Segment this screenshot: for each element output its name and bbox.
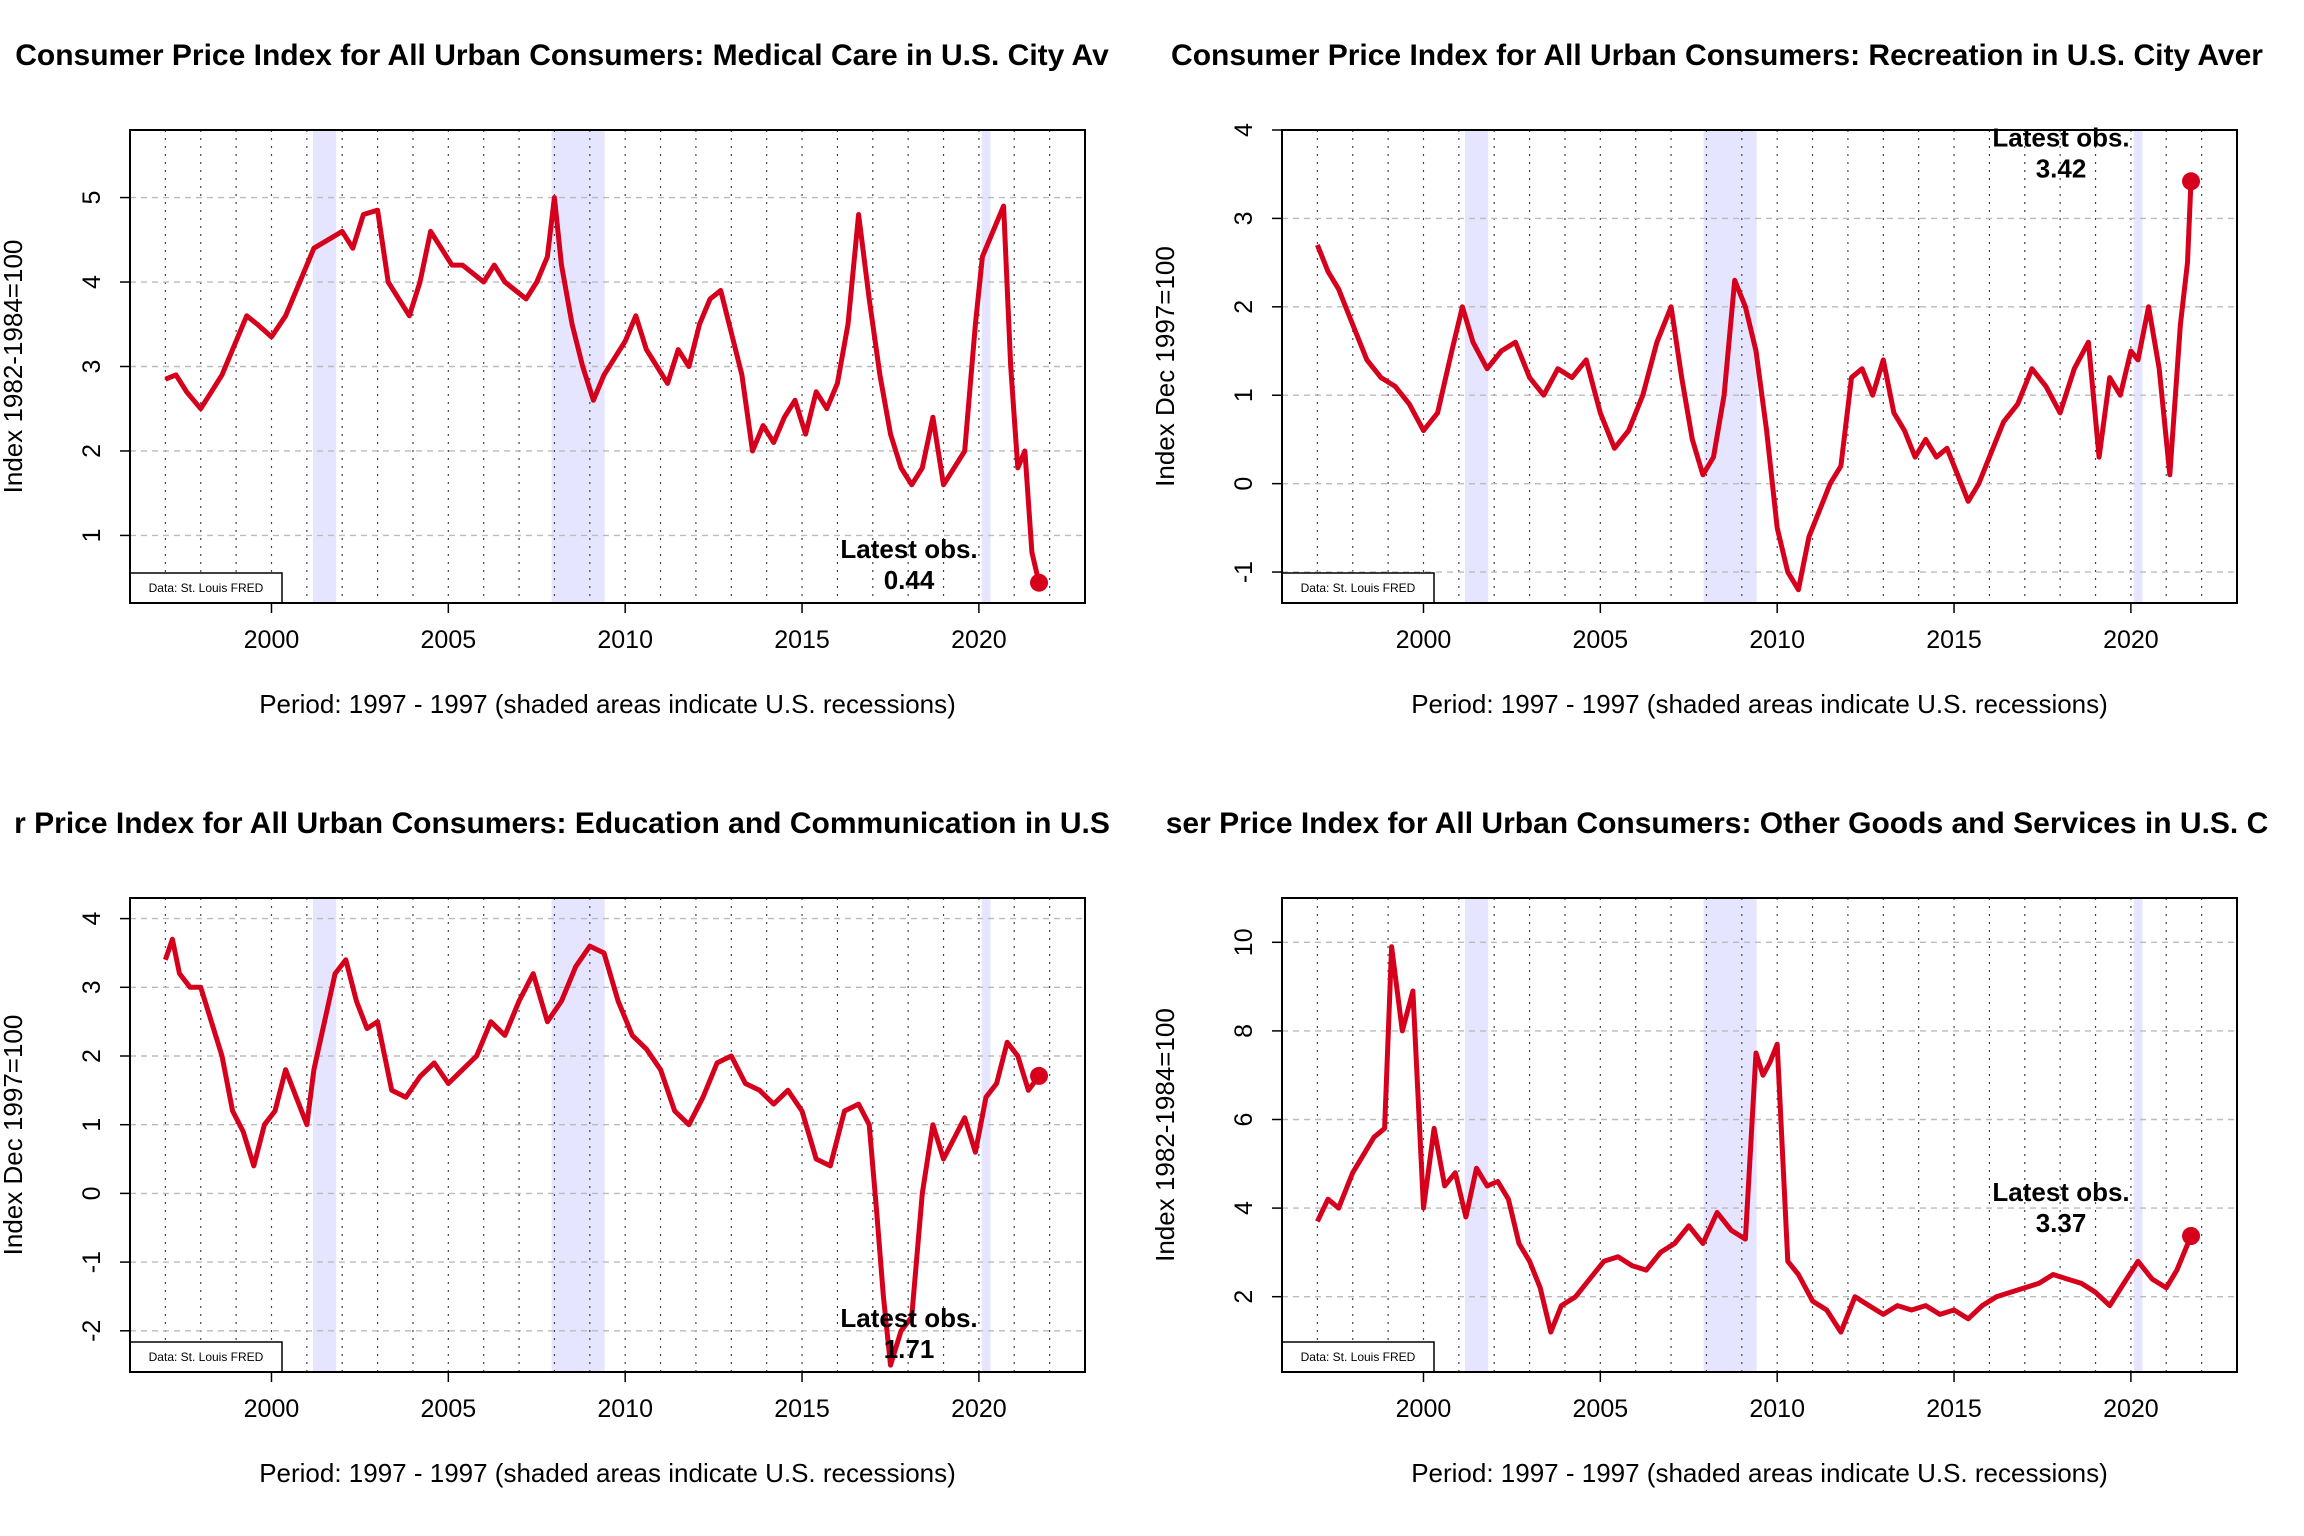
source-box <box>1281 1341 1435 1373</box>
y-tick-label: 1 <box>78 1118 106 1132</box>
y-tick-label: 0 <box>1230 477 1258 491</box>
x-tick-label: 2000 <box>1396 1395 1452 1423</box>
y-tick-label: 6 <box>1230 1113 1258 1127</box>
x-axis-label: Period: 1997 - 1997 (shaded areas indica… <box>1411 1458 2108 1488</box>
y-tick-label: 2 <box>1230 300 1258 314</box>
plot-frame <box>1281 129 2238 604</box>
latest-obs-label: Latest obs. <box>840 534 977 564</box>
y-tick-label: 2 <box>78 444 106 458</box>
latest-point-marker <box>1030 573 1049 592</box>
y-tick-label: 1 <box>1230 388 1258 402</box>
chart-title: Consumer Price Index for All Urban Consu… <box>15 39 1109 72</box>
y-tick-label: 5 <box>78 191 106 205</box>
series-line <box>164 195 1042 584</box>
y-tick-label: -1 <box>78 1251 106 1273</box>
x-tick-label: 2020 <box>951 1395 1007 1423</box>
y-tick-label: 4 <box>78 275 106 289</box>
x-tick-label: 2020 <box>2103 1395 2159 1423</box>
y-tick-label: 2 <box>1230 1290 1258 1304</box>
latest-point-marker <box>2182 172 2201 191</box>
source-label: Data: St. Louis FRED <box>149 581 264 595</box>
x-tick-label: 2005 <box>421 626 477 654</box>
x-tick-label: 2010 <box>597 626 653 654</box>
chart-panel: ser Price Index for All Urban Consumers:… <box>1150 807 2268 1488</box>
x-tick-label: 2020 <box>2103 626 2159 654</box>
latest-obs-label: Latest obs. <box>1992 122 2129 152</box>
chart-panel: Consumer Price Index for All Urban Consu… <box>0 39 1109 719</box>
y-axis-label: Index Dec 1997=100 <box>1150 246 1180 487</box>
latest-obs-value: 1.71 <box>884 1334 935 1364</box>
y-tick-label: 10 <box>1230 928 1258 956</box>
x-tick-label: 2010 <box>597 1395 653 1423</box>
y-tick-label: 4 <box>1230 1201 1258 1215</box>
x-tick-label: 2000 <box>244 626 300 654</box>
y-tick-label: 4 <box>1230 123 1258 137</box>
y-axis-label: Index 1982-1984=100 <box>0 240 28 494</box>
source-box <box>1281 572 1435 604</box>
source-label: Data: St. Louis FRED <box>149 1350 264 1364</box>
series-line <box>1315 944 2194 1335</box>
series-line <box>163 936 1042 1368</box>
y-axis-label: Index 1982-1984=100 <box>1150 1008 1180 1262</box>
y-tick-label: 3 <box>78 980 106 994</box>
series-line <box>1315 181 2194 593</box>
x-tick-label: 2005 <box>1573 1395 1629 1423</box>
x-axis-label: Period: 1997 - 1997 (shaded areas indica… <box>1411 689 2108 719</box>
y-tick-label: 8 <box>1230 1024 1258 1038</box>
recession-band <box>981 130 991 603</box>
recession-band <box>981 898 991 1372</box>
plot-frame <box>1281 897 2238 1373</box>
x-tick-label: 2000 <box>244 1395 300 1423</box>
recession-band <box>2133 130 2143 603</box>
x-axis-label: Period: 1997 - 1997 (shaded areas indica… <box>259 689 956 719</box>
y-axis-label: Index Dec 1997=100 <box>0 1015 28 1256</box>
recession-band <box>1464 130 1489 603</box>
chart-panel: Consumer Price Index for All Urban Consu… <box>1150 39 2263 719</box>
latest-obs-label: Latest obs. <box>1992 1177 2129 1207</box>
latest-point-marker <box>1030 1066 1049 1085</box>
latest-obs-value: 3.37 <box>2036 1208 2087 1238</box>
y-tick-label: 3 <box>78 360 106 374</box>
source-label: Data: St. Louis FRED <box>1301 581 1416 595</box>
y-tick-label: 3 <box>1230 211 1258 225</box>
x-tick-label: 2005 <box>421 1395 477 1423</box>
y-tick-label: 1 <box>78 528 106 542</box>
x-tick-label: 2020 <box>951 626 1007 654</box>
latest-obs-label: Latest obs. <box>840 1303 977 1333</box>
y-tick-label: 4 <box>78 912 106 926</box>
y-tick-label: 2 <box>78 1049 106 1063</box>
plot-frame <box>129 897 1086 1373</box>
x-tick-label: 2010 <box>1749 1395 1805 1423</box>
recession-band <box>2133 898 2143 1372</box>
chart-title: r Price Index for All Urban Consumers: E… <box>14 807 1110 840</box>
y-tick-label: 0 <box>78 1186 106 1200</box>
x-tick-label: 2015 <box>1926 626 1982 654</box>
recession-band <box>1703 898 1757 1372</box>
x-tick-label: 2015 <box>774 626 830 654</box>
chart-panel: r Price Index for All Urban Consumers: E… <box>0 807 1110 1488</box>
x-axis-label: Period: 1997 - 1997 (shaded areas indica… <box>259 1458 956 1488</box>
latest-point-marker <box>2182 1227 2201 1246</box>
recession-band <box>551 898 605 1372</box>
recession-band <box>1464 898 1489 1372</box>
x-tick-label: 2005 <box>1573 626 1629 654</box>
y-tick-label: -2 <box>78 1320 106 1342</box>
source-box <box>129 572 283 604</box>
recession-band <box>1703 130 1757 603</box>
source-label: Data: St. Louis FRED <box>1301 1350 1416 1364</box>
y-tick-label: -1 <box>1230 561 1258 583</box>
chart-title: Consumer Price Index for All Urban Consu… <box>1171 39 2263 72</box>
recession-band <box>312 898 337 1372</box>
chart-title: ser Price Index for All Urban Consumers:… <box>1166 807 2269 840</box>
x-tick-label: 2015 <box>1926 1395 1982 1423</box>
latest-obs-value: 3.42 <box>2036 153 2087 183</box>
x-tick-label: 2015 <box>774 1395 830 1423</box>
latest-obs-value: 0.44 <box>884 565 935 595</box>
x-tick-label: 2010 <box>1749 626 1805 654</box>
x-tick-label: 2000 <box>1396 626 1452 654</box>
